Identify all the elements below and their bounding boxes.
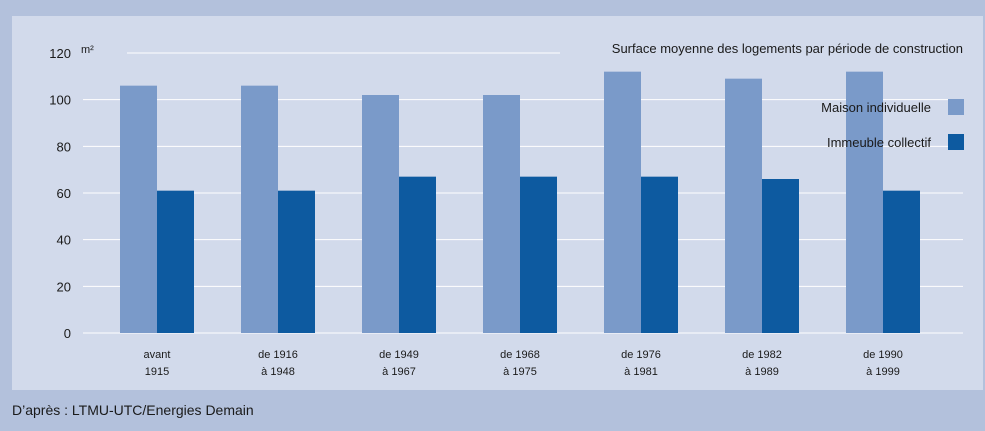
bars xyxy=(120,71,920,334)
bar-immeuble-collectif xyxy=(641,176,678,333)
legend-swatch xyxy=(948,134,964,150)
x-category-label: à 1989 xyxy=(745,366,779,378)
x-category-label: à 1999 xyxy=(866,366,900,378)
x-category-label: de 1990 xyxy=(863,349,903,361)
x-category-label: avant xyxy=(144,349,171,361)
y-tick-label: 100 xyxy=(49,93,71,108)
legend-swatch xyxy=(948,99,964,115)
bar-maison-individuelle xyxy=(604,71,641,334)
y-tick-label: 40 xyxy=(57,233,71,248)
bar-maison-individuelle xyxy=(362,95,399,333)
y-axis-unit: m² xyxy=(81,44,94,56)
x-category-label: de 1976 xyxy=(621,349,661,361)
legend: Maison individuelle Immeuble collectif xyxy=(821,99,964,150)
bar-maison-individuelle xyxy=(725,78,762,334)
bar-immeuble-collectif xyxy=(399,176,436,333)
x-category-label: de 1982 xyxy=(742,349,782,361)
bar-immeuble-collectif xyxy=(157,190,194,333)
x-category-label: à 1981 xyxy=(624,366,658,378)
x-category-label: à 1948 xyxy=(261,366,295,378)
y-axis-ticks: 0 20 40 60 80 100 120 xyxy=(49,46,71,341)
header-strip xyxy=(0,0,985,16)
y-tick-label: 20 xyxy=(57,279,71,294)
y-tick-label: 0 xyxy=(64,326,71,341)
source-note: D’après : LTMU-UTC/Energies Demain xyxy=(12,402,254,418)
y-tick-label: 120 xyxy=(49,46,71,61)
bar-immeuble-collectif xyxy=(883,190,920,333)
bar-maison-individuelle xyxy=(241,85,278,334)
bar-immeuble-collectif xyxy=(278,190,315,333)
x-category-label: à 1967 xyxy=(382,366,416,378)
bar-maison-individuelle xyxy=(846,71,883,334)
bar-immeuble-collectif xyxy=(762,179,799,333)
chart-title: Surface moyenne des logements par périod… xyxy=(612,41,963,56)
bar-maison-individuelle xyxy=(120,85,157,334)
x-axis-categories: avant 1915 de 1916 à 1948 de 1949 à 1967 de 19… xyxy=(144,349,903,378)
y-tick-label: 60 xyxy=(57,186,71,201)
legend-label: Maison individuelle xyxy=(821,100,931,115)
x-category-label: de 1968 xyxy=(500,349,540,361)
bar-immeuble-collectif xyxy=(520,176,557,333)
bar-maison-individuelle xyxy=(483,95,520,333)
legend-label: Immeuble collectif xyxy=(827,135,931,150)
x-category-label: de 1916 xyxy=(258,349,298,361)
x-category-label: à 1975 xyxy=(503,366,537,378)
y-tick-label: 80 xyxy=(57,139,71,154)
x-category-label: de 1949 xyxy=(379,349,419,361)
x-category-label: 1915 xyxy=(145,366,169,378)
